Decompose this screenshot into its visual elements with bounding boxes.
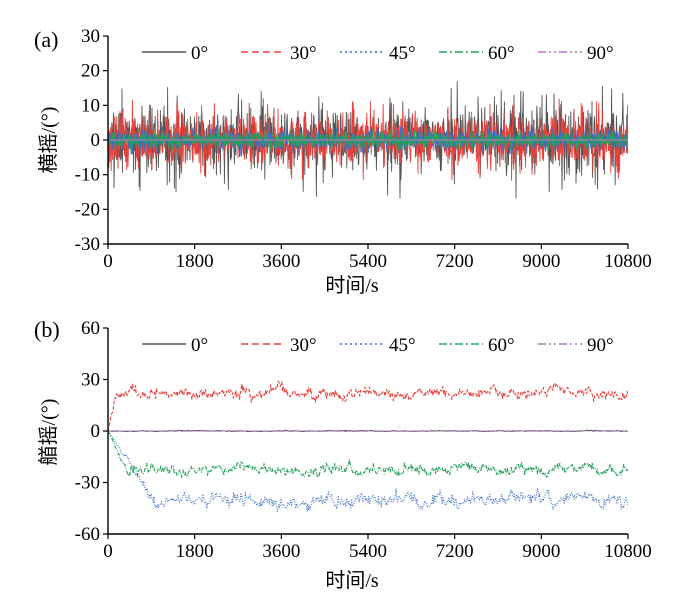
panel-b-legend: 0° 30° 45° 60° 90° (142, 335, 614, 356)
panel-b-x-axis-title: 时间/s (325, 569, 379, 592)
x-tick-label: 5400 (349, 541, 387, 562)
panel-b-series-line (108, 380, 628, 432)
y-tick-label: 0 (91, 421, 101, 442)
x-tick-label: 1800 (176, 541, 214, 562)
x-tick-label: 10800 (604, 541, 652, 562)
legend-label: 45° (389, 335, 416, 356)
x-tick-label: 5400 (349, 251, 387, 272)
y-tick-label: -20 (75, 199, 100, 220)
y-tick-label: 20 (81, 61, 100, 82)
panel-a-label: (a) (34, 27, 58, 52)
panel-a-series-line (108, 138, 628, 142)
panel-b-plot-area (108, 380, 628, 512)
x-tick-label: 7200 (436, 541, 474, 562)
y-tick-label: -60 (75, 524, 100, 545)
legend-label: 60° (488, 335, 515, 356)
legend-label: 90° (587, 43, 614, 64)
y-tick-label: -30 (75, 473, 100, 494)
x-tick-label: 7200 (436, 251, 474, 272)
x-tick-label: 1800 (176, 251, 214, 272)
panel-b-series-line (108, 430, 628, 479)
y-tick-label: 30 (81, 370, 100, 391)
panel-b-y-axis-title: 艏摇/(°) (37, 399, 60, 466)
y-tick-label: 30 (81, 26, 100, 47)
panel-a-y-axis-title: 横摇/(°) (37, 107, 60, 174)
legend-label: 60° (488, 43, 515, 64)
legend-label: 30° (290, 43, 317, 64)
y-tick-label: 10 (81, 95, 100, 116)
y-tick-label: 60 (81, 318, 100, 339)
legend-label: 30° (290, 335, 317, 356)
x-tick-label: 0 (103, 251, 113, 272)
x-tick-label: 9000 (522, 541, 560, 562)
y-tick-label: -10 (75, 165, 100, 186)
x-tick-label: 3600 (262, 251, 300, 272)
panel-a-x-axis-title: 时间/s (325, 274, 379, 297)
x-tick-label: 9000 (522, 251, 560, 272)
legend-label: 0° (191, 335, 208, 356)
legend-label: 45° (389, 43, 416, 64)
panel-b-label: (b) (34, 317, 60, 342)
y-tick-label: -30 (75, 234, 100, 255)
x-tick-label: 10800 (604, 251, 652, 272)
y-tick-label: 0 (91, 130, 101, 151)
legend-label: 0° (191, 43, 208, 64)
panel-a-series-line (108, 98, 628, 181)
panel-b-series-line (108, 429, 628, 432)
panel-a-series-line (108, 129, 628, 152)
legend-label: 90° (587, 335, 614, 356)
panel-a-legend: 0° 30° 45° 60° 90° (142, 43, 614, 64)
panel-b-series-line (108, 430, 628, 512)
x-tick-label: 3600 (262, 541, 300, 562)
panel-a-plot-area (108, 81, 628, 199)
x-tick-label: 0 (103, 541, 113, 562)
